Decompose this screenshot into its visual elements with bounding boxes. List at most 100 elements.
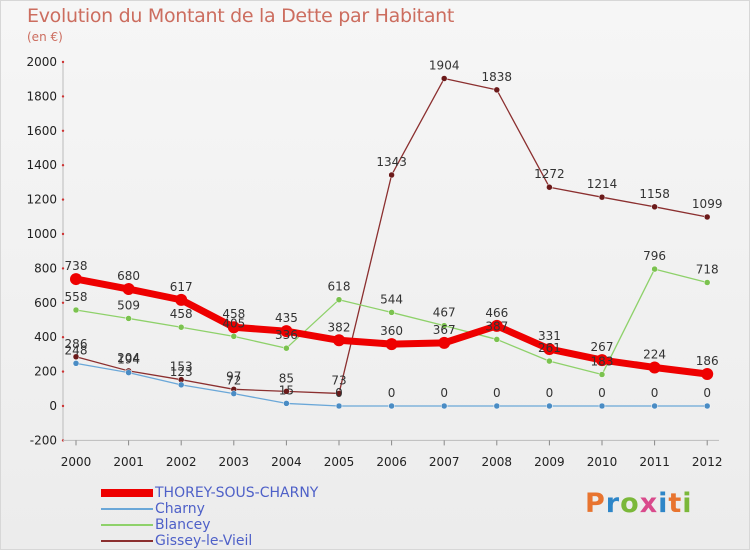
- logo-letter: t: [668, 488, 683, 519]
- x-tick-label: 2010: [587, 455, 618, 469]
- legend-swatch: [101, 540, 153, 542]
- data-point: [596, 354, 608, 367]
- data-point: [543, 343, 556, 356]
- data-point: [175, 293, 188, 306]
- data-point: [493, 336, 501, 343]
- legend-swatch: [101, 508, 153, 510]
- data-point: [703, 402, 711, 410]
- data-label: 387: [485, 319, 508, 333]
- y-tick-label: 0: [49, 399, 57, 413]
- data-label: 467: [433, 306, 456, 320]
- logo-letter: r: [605, 488, 621, 519]
- data-label: 738: [65, 259, 88, 273]
- data-point: [335, 390, 343, 397]
- data-point: [598, 402, 606, 410]
- y-tick-mark: [61, 267, 65, 270]
- data-point: [651, 265, 658, 273]
- x-tick-label: 2003: [219, 455, 250, 469]
- y-tick-label: 2000: [26, 55, 57, 69]
- data-point: [388, 171, 395, 179]
- y-tick-mark: [61, 164, 65, 167]
- legend-item: Gissey-le-Vieil: [101, 533, 361, 549]
- y-tick-label: 400: [34, 330, 57, 344]
- data-label: 544: [380, 292, 403, 306]
- data-label: 186: [696, 354, 719, 368]
- legend-item: THOREY-SOUS-CHARNY: [101, 485, 361, 501]
- y-tick-label: -200: [30, 433, 57, 447]
- y-tick-label: 1800: [26, 89, 57, 103]
- data-point: [598, 193, 606, 201]
- data-label: 194: [117, 353, 140, 367]
- legend-item: Blancey: [101, 517, 361, 533]
- data-point: [440, 402, 448, 410]
- data-label: 72: [226, 374, 241, 388]
- data-label: 1099: [692, 197, 723, 211]
- y-tick-label: 1000: [26, 227, 57, 241]
- data-point: [598, 371, 606, 378]
- data-label: 382: [328, 320, 351, 334]
- data-label: 97: [226, 369, 241, 383]
- data-label: 466: [485, 306, 508, 320]
- data-label: 360: [380, 324, 403, 338]
- x-tick-label: 2012: [692, 455, 723, 469]
- y-tick-label: 1400: [26, 158, 57, 172]
- data-label: 224: [643, 347, 666, 361]
- y-tick-mark: [61, 336, 65, 339]
- data-point: [230, 390, 238, 397]
- data-point: [385, 338, 398, 351]
- data-point: [72, 306, 80, 314]
- data-label: 0: [598, 386, 606, 400]
- proxiti-logo: Proxiti: [585, 488, 693, 519]
- data-point: [493, 402, 501, 410]
- y-tick-label: 200: [34, 365, 57, 379]
- x-tick-label: 2006: [376, 455, 407, 469]
- x-tick-label: 2000: [61, 455, 92, 469]
- data-label: 336: [275, 328, 298, 342]
- data-label: 183: [591, 355, 614, 369]
- x-tick-label: 2002: [166, 455, 197, 469]
- data-label: 286: [65, 337, 88, 351]
- logo-letter: x: [639, 488, 659, 519]
- data-point: [333, 334, 345, 347]
- data-label: 261: [538, 341, 561, 355]
- data-point: [651, 402, 658, 410]
- data-point: [230, 333, 238, 340]
- data-label: 458: [170, 307, 193, 321]
- y-tick-mark: [61, 370, 65, 373]
- data-label: 0: [440, 386, 448, 400]
- data-point: [177, 381, 185, 389]
- data-label: 15: [279, 383, 294, 397]
- data-point: [546, 357, 553, 365]
- chart-subtitle: (en €): [27, 30, 63, 44]
- data-label: 558: [65, 290, 88, 304]
- y-tick-mark: [61, 198, 65, 201]
- data-point: [651, 203, 658, 211]
- data-label: 0: [493, 386, 501, 400]
- data-label: 367: [433, 323, 456, 337]
- data-point: [546, 402, 553, 410]
- y-tick-mark: [61, 301, 65, 304]
- data-point: [122, 283, 135, 296]
- data-label: 204: [117, 351, 140, 365]
- logo-letter: i: [682, 488, 693, 519]
- data-point: [648, 361, 661, 374]
- data-point: [125, 369, 132, 376]
- data-label: 1158: [639, 187, 670, 201]
- data-point: [388, 309, 395, 316]
- legend-label: Charny: [155, 501, 205, 517]
- data-point: [335, 296, 343, 303]
- data-label: 0: [388, 386, 396, 400]
- data-label: 0: [703, 386, 711, 400]
- data-point: [335, 402, 343, 410]
- data-point: [546, 183, 553, 191]
- data-point: [283, 400, 290, 407]
- x-tick-label: 2004: [271, 455, 302, 469]
- y-tick-label: 800: [34, 261, 57, 275]
- data-point: [283, 388, 290, 395]
- data-point: [70, 273, 82, 286]
- data-label: 458: [222, 307, 245, 321]
- data-label: 0: [651, 386, 659, 400]
- logo-letter: P: [585, 488, 606, 519]
